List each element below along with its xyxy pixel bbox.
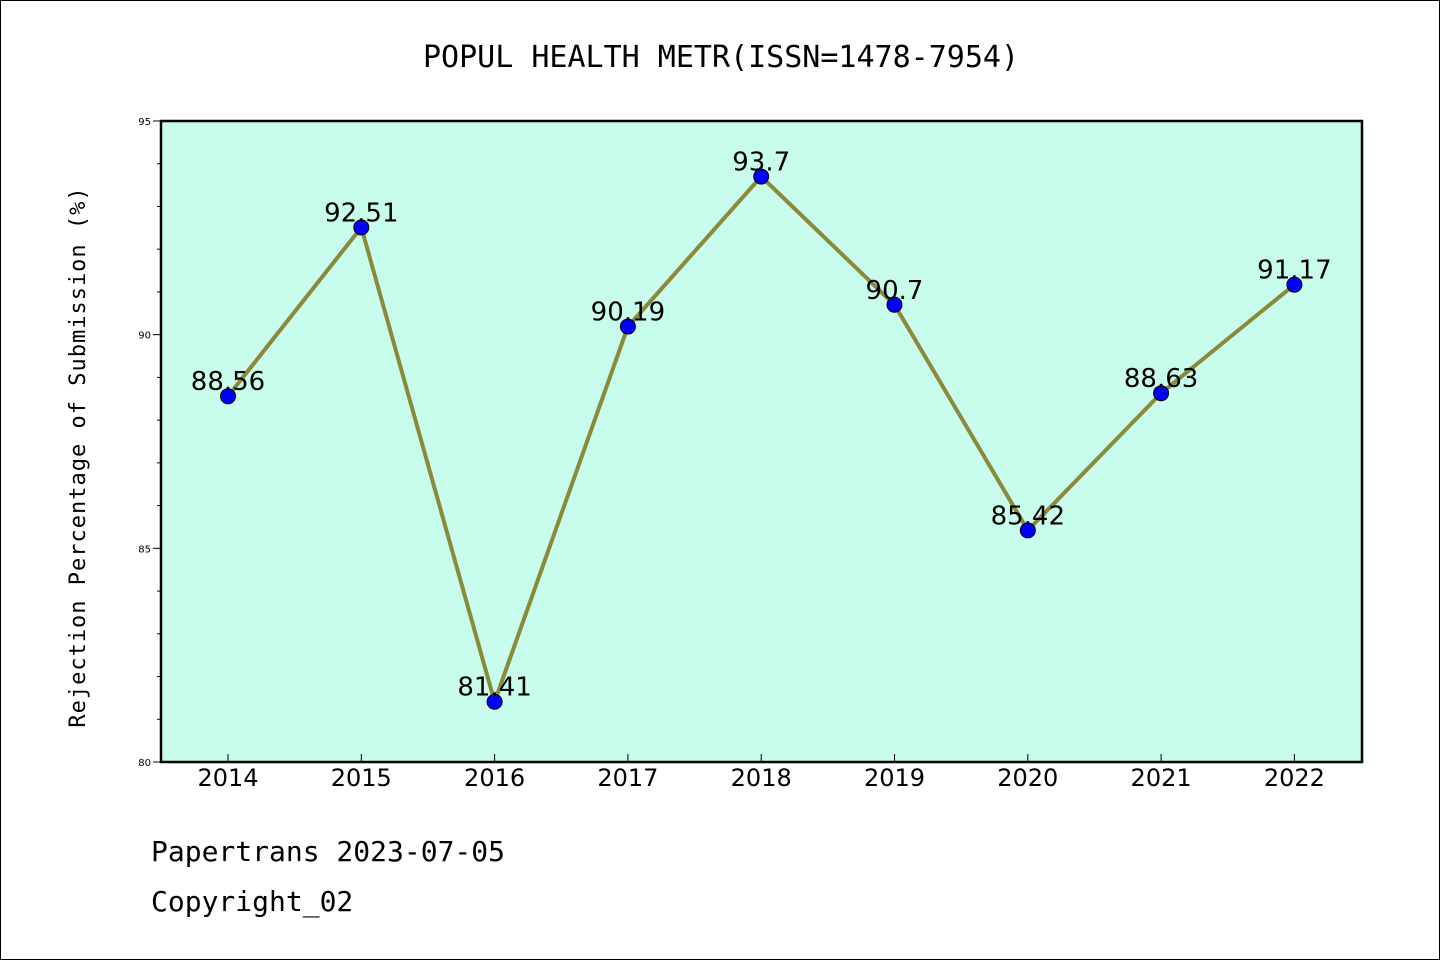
data-label: 90.19 [591, 298, 665, 328]
y-tick-label: 95 [138, 117, 151, 128]
y-tick-label: 85 [138, 544, 151, 555]
data-label: 92.51 [324, 198, 398, 228]
series-line-group [220, 168, 1303, 710]
data-label: 93.7 [732, 148, 790, 178]
data-label: 88.63 [1124, 364, 1198, 394]
plot-border [159, 119, 1364, 764]
data-point [486, 693, 503, 710]
y-axis-label: Rejection Percentage of Submission (%) [66, 186, 91, 727]
y-tick-label: 80 [138, 758, 151, 769]
footer-date: Papertrans 2023-07-05 [151, 835, 506, 868]
data-label: 88.56 [191, 367, 265, 397]
data-point [1019, 522, 1036, 539]
data-label: 85.42 [991, 501, 1065, 531]
data-point [353, 219, 370, 236]
data-point [1153, 385, 1170, 402]
x-tick-label: 2020 [997, 764, 1058, 792]
data-point [220, 388, 236, 405]
data-point [753, 168, 770, 185]
data-labels: 88.56 92.51 81.41 90.19 93.7 90.7 85.42 88.63 91… [191, 148, 1332, 703]
axis-ticks: 80 85 90 95 2014 2015 2016 2017 2018 2019 2020 2021… [138, 117, 1325, 792]
x-tick-label: 2015 [331, 764, 392, 792]
footer-copyright: Copyright_02 [151, 885, 354, 918]
data-label: 91.17 [1257, 256, 1331, 286]
y-tick-label: 90 [138, 331, 151, 342]
data-point [1286, 276, 1303, 293]
data-label: 81.41 [457, 673, 531, 703]
x-tick-label: 2022 [1264, 764, 1325, 792]
chart-title: POPUL HEALTH METR(ISSN=1478-7954) [423, 40, 1019, 75]
x-tick-label: 2016 [464, 764, 525, 792]
data-label: 90.7 [866, 276, 924, 306]
data-point [619, 318, 636, 335]
x-tick-label: 2017 [597, 764, 658, 792]
x-tick-label: 2018 [731, 764, 792, 792]
x-tick-label: 2019 [864, 764, 925, 792]
x-tick-label: 2021 [1131, 764, 1192, 792]
data-point [886, 296, 903, 313]
x-tick-label: 2014 [197, 764, 258, 792]
